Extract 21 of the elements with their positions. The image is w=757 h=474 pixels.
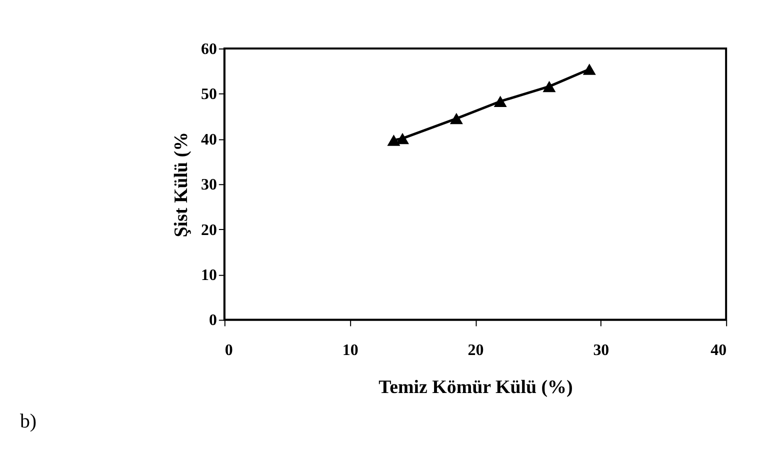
x-tick-label: 0 (224, 342, 233, 360)
y-tick-label: 30 (200, 176, 217, 194)
point (542, 80, 556, 92)
y-tick-label: 40 (200, 131, 217, 148)
y-tick-label: 60 (200, 40, 217, 58)
x-axis-title: Temiz Kömür Külü (%) (378, 377, 573, 398)
point (387, 134, 400, 146)
x-tick-label: 20 (468, 342, 484, 360)
x-tick-label: 10 (342, 342, 358, 360)
point (582, 64, 596, 75)
point (494, 96, 507, 107)
x-tick-label: 30 (593, 342, 610, 360)
x-tick-label: 40 (710, 342, 727, 360)
point (450, 112, 463, 124)
y-tick-label: 50 (200, 86, 217, 104)
y-tick-label: 20 (200, 222, 217, 239)
y-axis-title: Şist Külü (% (171, 132, 192, 238)
point (396, 132, 410, 144)
y-tick-label: 0 (208, 312, 217, 330)
y-tick-label: 10 (200, 267, 217, 284)
text: b) (20, 410, 37, 432)
